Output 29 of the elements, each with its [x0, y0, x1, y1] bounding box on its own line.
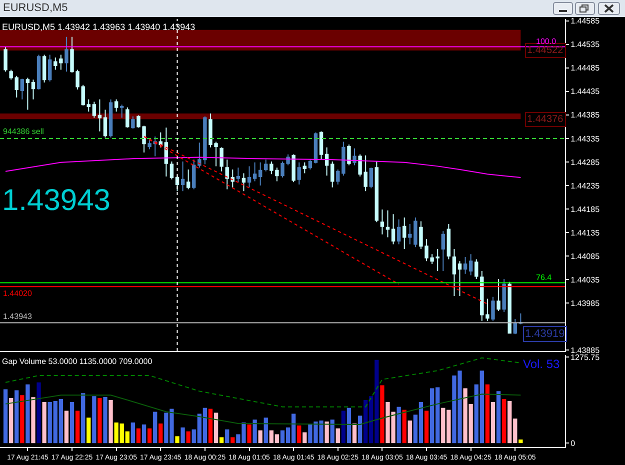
y-tick-label: 1.43885 — [570, 346, 600, 355]
y-tick-label: 1.44135 — [570, 228, 600, 238]
y-tick-label: 1.44485 — [570, 64, 600, 73]
y-tick-label: 1.44035 — [570, 275, 600, 284]
y-tick-label: 1.44535 — [570, 40, 600, 50]
y-tick-label: 1.44335 — [570, 134, 600, 144]
y-tick-label: 0 — [570, 438, 576, 448]
ref-line-label: 944386 sell — [3, 127, 44, 136]
y-tick-label: 1.43985 — [570, 298, 600, 308]
band-label: 1.44522 — [527, 45, 564, 56]
annotation: 1.43919 — [525, 328, 565, 340]
annotation: Vol. 53 — [523, 357, 560, 371]
y-tick-label: 1.44435 — [570, 87, 600, 96]
annotation: 1.43943 — [2, 184, 110, 217]
ref-line-label: 1.43943 — [3, 312, 32, 321]
annotation: 76.4 — [536, 273, 552, 282]
y-tick-label: 1275.75 — [570, 352, 600, 362]
annotation: Gap Volume 53.0000 1135.0000 709.0000 — [2, 357, 153, 366]
y-tick-label: 1.44235 — [570, 181, 600, 190]
y-tick-label: 1.44385 — [570, 110, 600, 120]
y-tick-label: 1.44285 — [570, 158, 600, 167]
chart-title: EURUSD,M5 — [3, 2, 68, 15]
y-tick-label: 1.44585 — [570, 16, 600, 26]
band-label: 1.44376 — [527, 114, 564, 125]
ref-line-label: 1.44020 — [3, 289, 32, 298]
y-tick-label: 1.44185 — [570, 204, 600, 214]
annotation: 100.0 — [536, 37, 557, 46]
y-tick-label: 1.44085 — [570, 252, 600, 261]
chart-subtitle: EURUSD,M5 1.43942 1.43963 1.43940 1.43943 — [2, 22, 196, 32]
